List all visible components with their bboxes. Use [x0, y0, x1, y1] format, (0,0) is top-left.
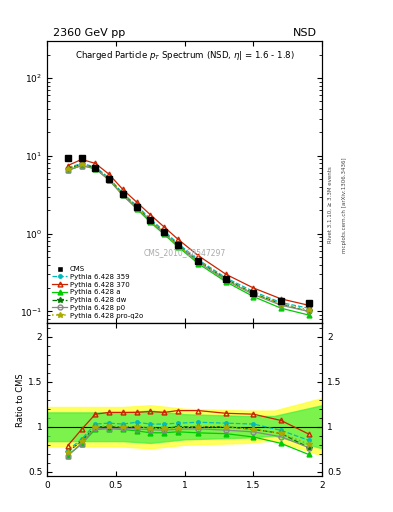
Y-axis label: Ratio to CMS: Ratio to CMS — [16, 373, 25, 426]
Text: Rivet 3.1.10, ≥ 3.3M events: Rivet 3.1.10, ≥ 3.3M events — [328, 166, 333, 243]
Text: mcplots.cern.ch [arXiv:1306.3436]: mcplots.cern.ch [arXiv:1306.3436] — [342, 157, 347, 252]
Text: CMS_2010_S8547297: CMS_2010_S8547297 — [143, 248, 226, 258]
Legend: CMS, Pythia 6.428 359, Pythia 6.428 370, Pythia 6.428 a, Pythia 6.428 dw, Pythia: CMS, Pythia 6.428 359, Pythia 6.428 370,… — [49, 263, 146, 322]
Text: 2360 GeV pp: 2360 GeV pp — [53, 28, 125, 38]
Text: NSD: NSD — [293, 28, 317, 38]
Text: Charged Particle $p_T$ Spectrum (NSD, $\eta$| = 1.6 - 1.8): Charged Particle $p_T$ Spectrum (NSD, $\… — [75, 50, 295, 62]
